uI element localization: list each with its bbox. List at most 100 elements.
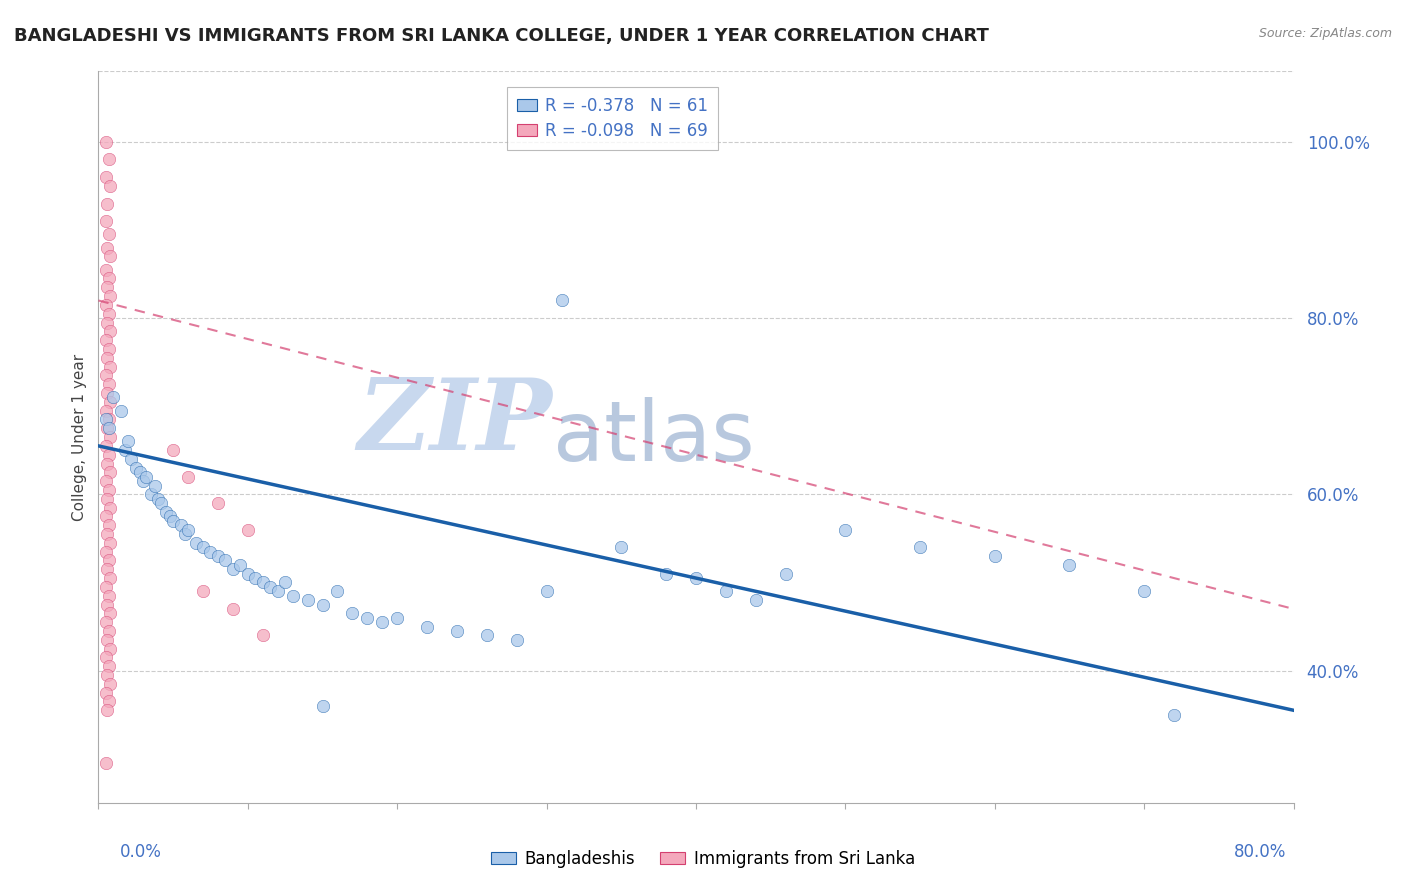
Point <box>775 566 797 581</box>
Point <box>98 466 122 480</box>
Point <box>97 659 120 673</box>
Point <box>96 632 118 647</box>
Point <box>714 584 737 599</box>
Point <box>96 386 118 401</box>
Point <box>98 677 122 691</box>
Point <box>259 580 281 594</box>
Point <box>135 469 157 483</box>
Point <box>143 478 166 492</box>
Point <box>222 562 245 576</box>
Point <box>326 584 349 599</box>
Point <box>475 628 498 642</box>
Point <box>174 527 197 541</box>
Point <box>297 593 319 607</box>
Point <box>129 466 152 480</box>
Point <box>655 566 678 581</box>
Point <box>908 540 931 554</box>
Text: BANGLADESHI VS IMMIGRANTS FROM SRI LANKA COLLEGE, UNDER 1 YEAR CORRELATION CHART: BANGLADESHI VS IMMIGRANTS FROM SRI LANKA… <box>14 27 988 45</box>
Point <box>139 487 162 501</box>
Point <box>214 553 236 567</box>
Point <box>281 589 304 603</box>
Point <box>97 483 120 497</box>
Point <box>97 307 120 321</box>
Point <box>120 452 142 467</box>
Point <box>96 280 118 294</box>
Point <box>191 584 214 599</box>
Point <box>94 544 117 558</box>
Point <box>311 598 333 612</box>
Point <box>155 505 177 519</box>
Point <box>117 434 139 449</box>
Point <box>96 421 118 435</box>
Point <box>267 584 290 599</box>
Point <box>98 641 122 656</box>
Point <box>148 491 170 506</box>
Point <box>94 412 117 426</box>
Legend: R = -0.378   N = 61, R = -0.098   N = 69: R = -0.378 N = 61, R = -0.098 N = 69 <box>506 87 718 150</box>
Point <box>685 571 707 585</box>
Point <box>162 443 184 458</box>
Point <box>207 549 229 563</box>
Point <box>96 668 118 682</box>
Point <box>252 575 274 590</box>
Point <box>97 153 120 167</box>
Text: 80.0%: 80.0% <box>1234 843 1286 861</box>
Point <box>96 491 118 506</box>
Point <box>94 262 117 277</box>
Point <box>236 566 259 581</box>
Point <box>98 607 122 621</box>
Point <box>98 289 122 303</box>
Point <box>385 611 409 625</box>
Point <box>96 351 118 365</box>
Point <box>610 540 633 554</box>
Point <box>1059 558 1081 572</box>
Point <box>94 686 117 700</box>
Point <box>97 421 120 435</box>
Point <box>97 227 120 242</box>
Point <box>125 461 148 475</box>
Point <box>222 602 245 616</box>
Point <box>536 584 558 599</box>
Point <box>98 430 122 444</box>
Point <box>97 518 120 533</box>
Point <box>169 518 191 533</box>
Point <box>550 293 572 308</box>
Point <box>229 558 252 572</box>
Point <box>97 589 120 603</box>
Point <box>177 523 200 537</box>
Point <box>96 598 118 612</box>
Point <box>94 368 117 383</box>
Point <box>274 575 297 590</box>
Point <box>94 756 117 771</box>
Point <box>98 536 122 550</box>
Point <box>97 377 120 392</box>
Point <box>94 580 117 594</box>
Point <box>159 509 181 524</box>
Point <box>745 593 768 607</box>
Point <box>311 698 333 713</box>
Point <box>94 650 117 665</box>
Point <box>96 562 118 576</box>
Point <box>114 443 136 458</box>
Point <box>98 249 122 263</box>
Point <box>446 624 468 638</box>
Point <box>207 496 229 510</box>
Point <box>94 214 117 228</box>
Point <box>1133 584 1156 599</box>
Y-axis label: College, Under 1 year: College, Under 1 year <box>72 353 87 521</box>
Point <box>177 469 200 483</box>
Point <box>94 474 117 488</box>
Point <box>97 553 120 567</box>
Text: Source: ZipAtlas.com: Source: ZipAtlas.com <box>1258 27 1392 40</box>
Point <box>96 196 118 211</box>
Point <box>98 324 122 338</box>
Point <box>110 403 132 417</box>
Point <box>94 439 117 453</box>
Point <box>97 412 120 426</box>
Point <box>132 474 155 488</box>
Point <box>94 170 117 185</box>
Point <box>98 394 122 409</box>
Point <box>984 549 1007 563</box>
Point <box>96 316 118 330</box>
Text: ZIP: ZIP <box>357 375 553 471</box>
